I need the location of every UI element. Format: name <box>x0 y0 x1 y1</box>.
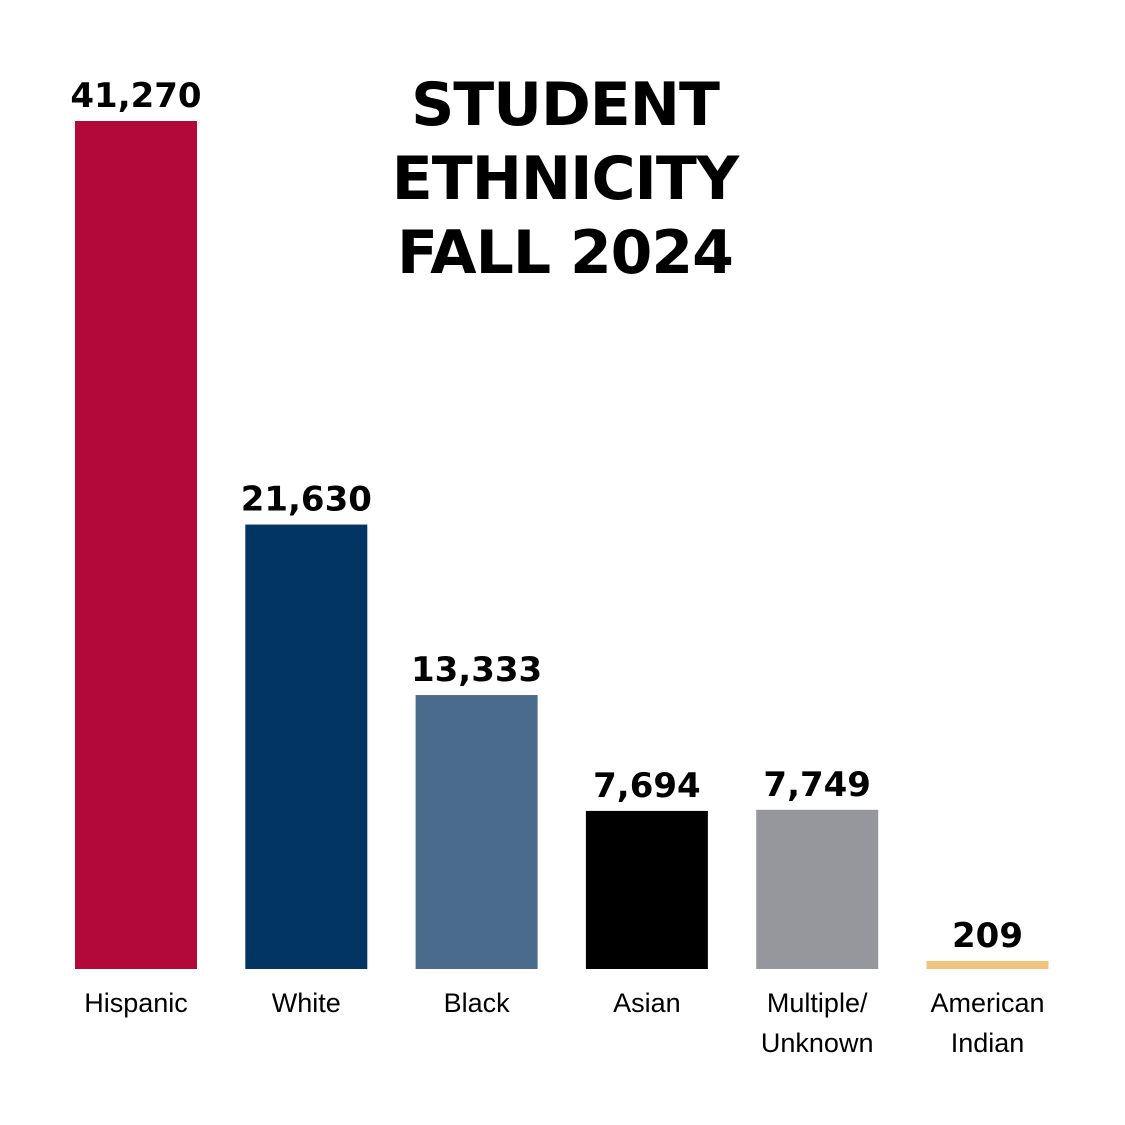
bar <box>585 810 708 969</box>
value-label: 21,630 <box>241 480 372 520</box>
value-label: 7,694 <box>593 766 701 806</box>
value-label: 209 <box>952 916 1023 956</box>
title-line: ETHNICITY <box>391 144 739 214</box>
category-label: Multiple/ <box>767 988 868 1018</box>
chart-title: STUDENT ETHNICITY FALL 2024 <box>330 68 800 290</box>
category-label: Hispanic <box>84 988 188 1018</box>
bar <box>245 524 368 969</box>
value-label: 7,749 <box>763 765 871 805</box>
category-label: Asian <box>613 988 681 1018</box>
title-line: FALL 2024 <box>397 218 734 288</box>
value-label: 13,333 <box>411 650 542 690</box>
bar <box>926 961 1049 969</box>
bar <box>75 121 197 969</box>
bar <box>415 695 538 969</box>
title-line: STUDENT <box>411 70 720 140</box>
category-label: American <box>930 988 1044 1018</box>
category-label: Unknown <box>761 1028 874 1058</box>
category-label: Black <box>444 988 511 1018</box>
value-label: 41,270 <box>70 76 201 116</box>
bar <box>756 809 879 969</box>
category-label: Indian <box>951 1028 1025 1058</box>
category-label: White <box>272 988 341 1018</box>
